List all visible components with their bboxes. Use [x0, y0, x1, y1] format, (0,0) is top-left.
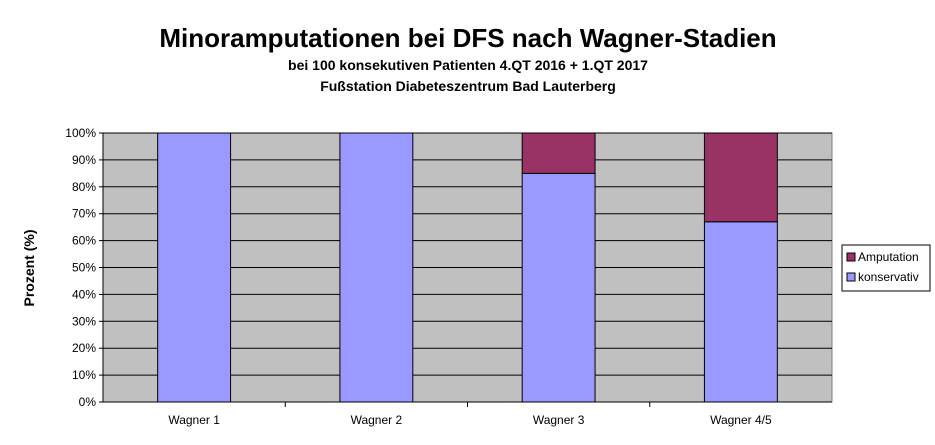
legend-swatch-amputation — [846, 252, 856, 262]
bar-konservativ-1 — [157, 132, 232, 403]
bar-konservativ-4 — [703, 221, 778, 403]
x-tick-labels: Wagner 1 Wagner 2 Wagner 3 Wagner 4/5 — [168, 413, 772, 427]
x-tick-label: Wagner 4/5 — [710, 413, 772, 427]
x-tick-label: Wagner 2 — [351, 413, 403, 427]
bar-konservativ-2 — [339, 132, 414, 403]
y-tick-label: 50% — [72, 261, 96, 275]
chart-subtitle-line-1: bei 100 konsekutiven Patienten 4.QT 2016… — [288, 57, 648, 73]
legend-swatch-konservativ — [846, 272, 856, 282]
bar-konservativ-3 — [521, 172, 596, 403]
y-tick-label: 90% — [72, 153, 96, 167]
bars — [157, 132, 778, 403]
y-axis-label: Prozent (%) — [21, 230, 37, 307]
y-tick-label: 20% — [72, 341, 96, 355]
bar-amputation-3 — [521, 132, 596, 174]
axes — [99, 132, 832, 407]
y-tick-label: 60% — [72, 234, 96, 248]
y-tick-label: 40% — [72, 287, 96, 301]
y-tick-label: 80% — [72, 180, 96, 194]
legend-label-konservativ: konservativ — [858, 270, 919, 284]
x-tick-label: Wagner 3 — [533, 413, 585, 427]
legend: Amputation konservativ — [841, 244, 931, 292]
x-tick-label: Wagner 1 — [168, 413, 220, 427]
y-tick-label: 30% — [72, 314, 96, 328]
chart-title: Minoramputationen bei DFS nach Wagner-St… — [159, 23, 776, 53]
bar-amputation-4 — [703, 132, 778, 223]
legend-box — [841, 244, 931, 292]
y-tick-label: 70% — [72, 207, 96, 221]
chart-subtitle-line-2: Fußstation Diabeteszentrum Bad Lauterber… — [320, 78, 616, 94]
y-tick-label: 100% — [65, 126, 96, 140]
legend-label-amputation: Amputation — [858, 250, 919, 264]
y-tick-label: 10% — [72, 368, 96, 382]
y-tick-labels: 0% 10% 20% 30% 40% 50% 60% 70% 80% 90% 100% — [65, 126, 96, 409]
y-tick-label: 0% — [79, 395, 97, 409]
